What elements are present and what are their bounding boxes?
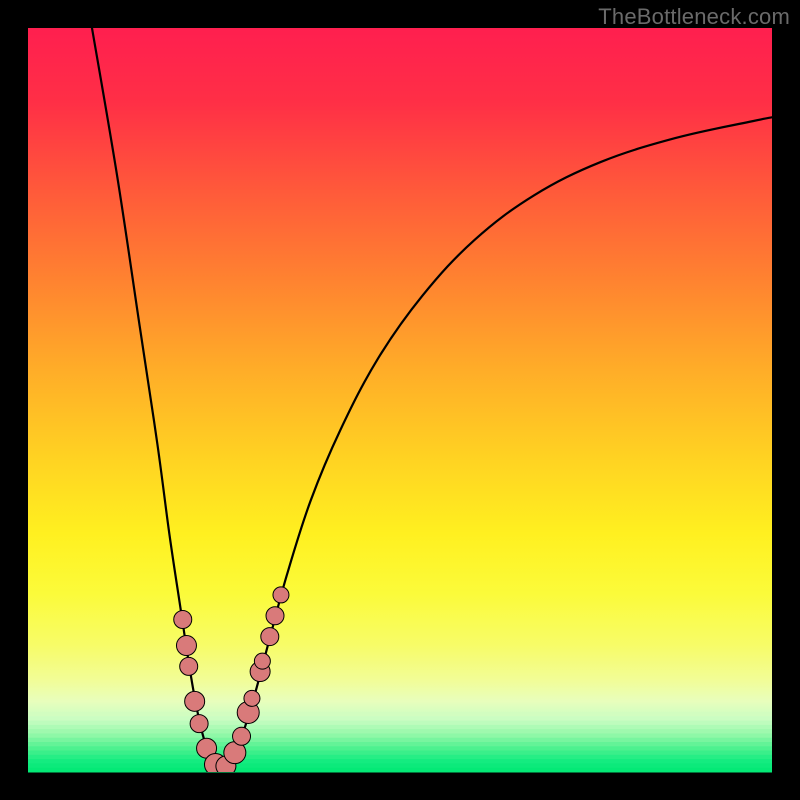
gradient-band-stripe	[28, 716, 772, 721]
data-marker	[266, 607, 284, 625]
data-marker	[185, 691, 205, 711]
data-marker	[190, 715, 208, 733]
gradient-band-stripe	[28, 763, 772, 768]
data-marker	[176, 636, 196, 656]
gradient-band-stripe	[28, 729, 772, 734]
bottleneck-chart	[0, 0, 800, 800]
gradient-band-stripe	[28, 755, 772, 760]
gradient-band-stripe	[28, 725, 772, 730]
data-marker	[254, 653, 270, 669]
gradient-band-stripe	[28, 759, 772, 764]
chart-container: TheBottleneck.com	[0, 0, 800, 800]
data-marker	[244, 690, 260, 706]
data-marker	[273, 587, 289, 603]
gradient-band-stripe	[28, 721, 772, 726]
data-marker	[174, 610, 192, 628]
gradient-band-stripe	[28, 712, 772, 717]
gradient-band-stripe	[28, 742, 772, 747]
gradient-band-stripe	[28, 768, 772, 773]
gradient-band-stripe	[28, 733, 772, 738]
gradient-background	[28, 28, 772, 772]
watermark-text: TheBottleneck.com	[598, 4, 790, 30]
data-marker	[180, 657, 198, 675]
gradient-band-stripe	[28, 746, 772, 751]
gradient-band-stripe	[28, 751, 772, 756]
gradient-band-stripe	[28, 738, 772, 743]
data-marker	[233, 727, 251, 745]
data-marker	[261, 628, 279, 646]
